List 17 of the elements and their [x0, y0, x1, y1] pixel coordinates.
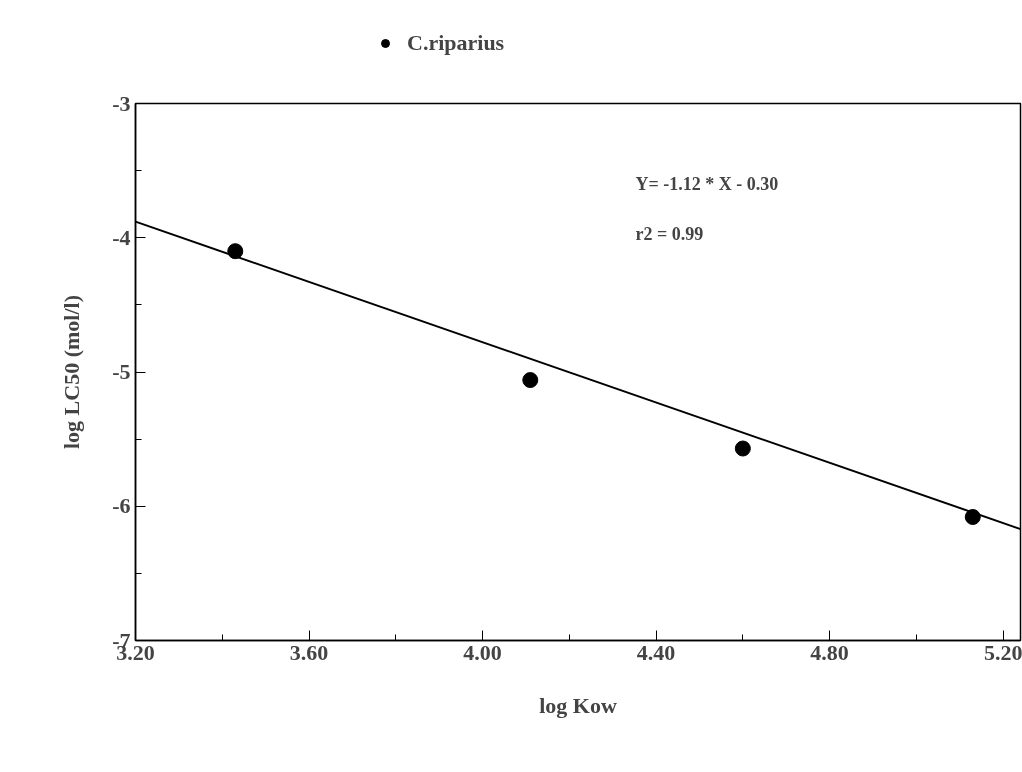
y-axis-title: log LC50 (mol/l): [59, 294, 85, 449]
point: [227, 243, 244, 260]
x-tick-label: 4.40: [636, 639, 676, 665]
x-tick-label: 3.60: [289, 639, 329, 665]
y-tick-label: -6: [112, 493, 131, 519]
legend-label: C.riparius: [407, 30, 505, 56]
x-tick-label: 5.20: [983, 639, 1022, 665]
y-tick-label: -3: [112, 90, 131, 116]
x-tick-label: 4.00: [463, 639, 502, 665]
point: [734, 440, 751, 457]
annotation: Y= -1.12 * X - 0.30: [635, 173, 779, 194]
annotation: r2 = 0.99: [635, 223, 704, 244]
x-axis-title: log Kow: [539, 692, 617, 718]
point: [522, 372, 539, 389]
x-tick-label: 4.80: [810, 639, 849, 665]
y-tick-label: -5: [112, 359, 131, 384]
y-tick-label: -4: [112, 224, 131, 250]
